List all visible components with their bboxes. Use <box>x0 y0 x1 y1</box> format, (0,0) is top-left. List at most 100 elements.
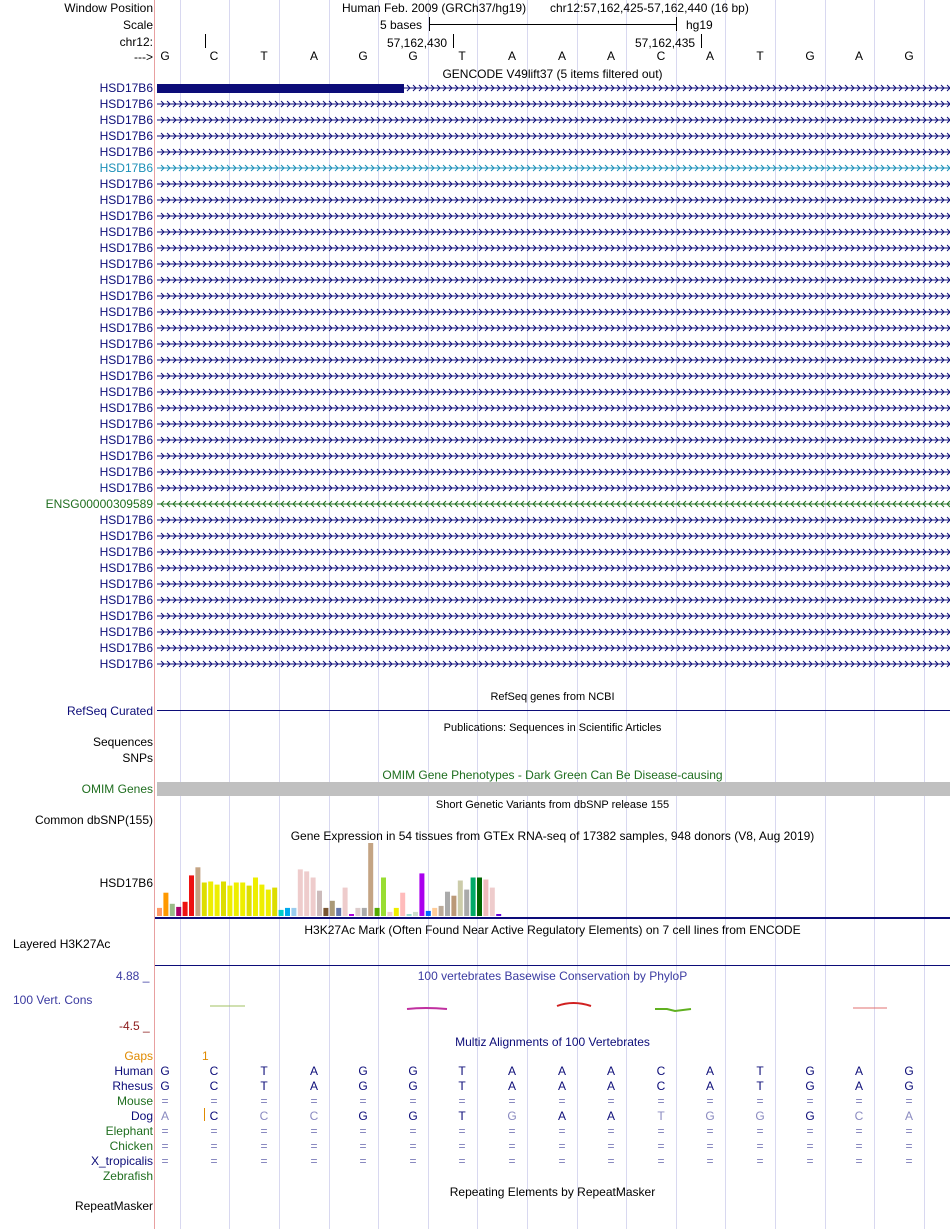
gtex-tissue-bar[interactable] <box>272 887 278 916</box>
gtex-tissue-bar[interactable] <box>253 877 258 917</box>
gtex-tissue-bar[interactable] <box>310 877 316 917</box>
gtex-tissue-bar[interactable] <box>349 914 354 916</box>
gencode-gene-label[interactable]: HSD17B6 <box>99 257 153 271</box>
species-label[interactable]: Mouse <box>116 1094 153 1108</box>
gtex-tissue-bar[interactable] <box>400 892 406 916</box>
gencode-gene-label[interactable]: HSD17B6 <box>99 145 153 159</box>
gencode-transcript[interactable] <box>157 130 950 144</box>
gencode-transcript[interactable] <box>157 578 950 592</box>
species-label[interactable]: Zebrafish <box>102 1169 153 1183</box>
h3k27ac-title[interactable]: H3K27Ac Mark (Often Found Near Active Re… <box>304 923 801 937</box>
gencode-gene-label[interactable]: HSD17B6 <box>99 417 153 431</box>
dbsnp-label[interactable]: Common dbSNP(155) <box>34 813 153 827</box>
species-label[interactable]: Rhesus <box>112 1079 153 1093</box>
gencode-gene-label[interactable]: HSD17B6 <box>99 241 153 255</box>
gencode-transcript[interactable] <box>157 210 950 224</box>
gtex-tissue-bar[interactable] <box>406 914 412 916</box>
gencode-gene-label[interactable]: HSD17B6 <box>99 513 153 527</box>
gencode-transcript[interactable] <box>157 434 950 448</box>
gencode-gene-label[interactable]: HSD17B6 <box>99 433 153 447</box>
gencode-gene-label[interactable]: HSD17B6 <box>99 321 153 335</box>
gencode-gene-label[interactable]: HSD17B6 <box>99 273 153 287</box>
gtex-tissue-bar[interactable] <box>246 885 252 916</box>
gencode-transcript[interactable] <box>157 418 950 432</box>
gencode-transcript[interactable] <box>157 370 950 384</box>
gtex-tissue-bar[interactable] <box>451 895 457 916</box>
gencode-transcript[interactable] <box>157 610 950 624</box>
gencode-transcript[interactable] <box>157 82 950 96</box>
gtex-label[interactable]: HSD17B6 <box>99 876 153 890</box>
gencode-transcript[interactable] <box>157 242 950 256</box>
gtex-tissue-bar[interactable] <box>265 889 271 916</box>
gencode-gene-label[interactable]: HSD17B6 <box>99 161 153 175</box>
gencode-transcript[interactable] <box>157 498 950 512</box>
gencode-transcript[interactable] <box>157 514 950 528</box>
gencode-gene-label[interactable]: HSD17B6 <box>99 81 153 95</box>
phylop-label[interactable]: 100 Vert. Cons <box>13 993 93 1007</box>
gencode-gene-label[interactable]: HSD17B6 <box>99 449 153 463</box>
gencode-gene-label[interactable]: HSD17B6 <box>99 97 153 111</box>
gencode-gene-label[interactable]: HSD17B6 <box>99 369 153 383</box>
species-label[interactable]: Dog <box>130 1109 153 1123</box>
gtex-tissue-bar[interactable] <box>240 882 246 917</box>
gencode-gene-label[interactable]: HSD17B6 <box>99 593 153 607</box>
gtex-bar-chart[interactable] <box>155 843 950 918</box>
gtex-tissue-bar[interactable] <box>419 873 425 916</box>
gencode-transcript[interactable] <box>157 482 950 496</box>
gtex-title[interactable]: Gene Expression in 54 tissues from GTEx … <box>290 829 815 843</box>
gencode-transcript[interactable] <box>157 562 950 576</box>
refseq-label[interactable]: RefSeq Curated <box>66 704 153 718</box>
gencode-transcript[interactable] <box>157 162 950 176</box>
gencode-gene-label[interactable]: HSD17B6 <box>99 609 153 623</box>
gtex-tissue-bar[interactable] <box>445 891 450 916</box>
gencode-transcript[interactable] <box>157 178 950 192</box>
gencode-gene-label[interactable]: HSD17B6 <box>99 289 153 303</box>
gtex-tissue-bar[interactable] <box>227 885 233 916</box>
gencode-transcript[interactable] <box>157 642 950 656</box>
gencode-gene-label[interactable]: ENSG00000309589 <box>45 497 153 511</box>
gtex-tissue-bar[interactable] <box>233 882 239 917</box>
gencode-gene-label[interactable]: HSD17B6 <box>99 225 153 239</box>
gtex-tissue-bar[interactable] <box>381 877 386 917</box>
gencode-gene-label[interactable]: HSD17B6 <box>99 353 153 367</box>
gtex-tissue-bar[interactable] <box>413 911 418 916</box>
gtex-tissue-bar[interactable] <box>201 882 207 917</box>
species-label[interactable]: Chicken <box>109 1139 153 1153</box>
gtex-tissue-bar[interactable] <box>368 843 374 916</box>
gencode-gene-label[interactable]: HSD17B6 <box>99 481 153 495</box>
gencode-transcript[interactable] <box>157 626 950 640</box>
gencode-transcript[interactable] <box>157 450 950 464</box>
gaps-label[interactable]: Gaps <box>124 1049 153 1063</box>
gencode-gene-label[interactable]: HSD17B6 <box>99 401 153 415</box>
gencode-transcript[interactable] <box>157 338 950 352</box>
gencode-transcript[interactable] <box>157 258 950 272</box>
gtex-tissue-bar[interactable] <box>457 880 463 917</box>
gtex-tissue-bar[interactable] <box>304 871 310 916</box>
gencode-transcript[interactable] <box>157 594 950 608</box>
gencode-transcript[interactable] <box>157 658 950 672</box>
gtex-tissue-bar[interactable] <box>355 907 361 916</box>
gtex-tissue-bar[interactable] <box>195 867 201 916</box>
gencode-transcript[interactable] <box>157 322 950 336</box>
gtex-tissue-bar[interactable] <box>489 887 495 916</box>
gencode-gene-label[interactable]: HSD17B6 <box>99 129 153 143</box>
gtex-tissue-bar[interactable] <box>176 906 182 916</box>
gencode-transcript[interactable] <box>157 306 950 320</box>
gencode-transcript[interactable] <box>157 546 950 560</box>
gtex-tissue-bar[interactable] <box>157 907 162 916</box>
gtex-tissue-bar[interactable] <box>189 875 194 916</box>
gtex-tissue-bar[interactable] <box>208 881 214 917</box>
gencode-gene-label[interactable]: HSD17B6 <box>99 337 153 351</box>
gtex-tissue-bar[interactable] <box>285 907 290 916</box>
species-label[interactable]: X_tropicalis <box>90 1154 153 1168</box>
gencode-transcript[interactable] <box>157 386 950 400</box>
gtex-tissue-bar[interactable] <box>387 911 393 916</box>
gencode-transcript[interactable] <box>157 226 950 240</box>
gencode-gene-label[interactable]: HSD17B6 <box>99 529 153 543</box>
publications-label-snps[interactable]: SNPs <box>122 751 153 765</box>
refseq-title[interactable]: RefSeq genes from NCBI <box>490 691 615 703</box>
omim-gene-bar[interactable] <box>157 782 950 796</box>
gencode-exon[interactable] <box>157 84 404 93</box>
gencode-gene-label[interactable]: HSD17B6 <box>99 625 153 639</box>
gtex-tissue-bar[interactable] <box>393 907 399 916</box>
